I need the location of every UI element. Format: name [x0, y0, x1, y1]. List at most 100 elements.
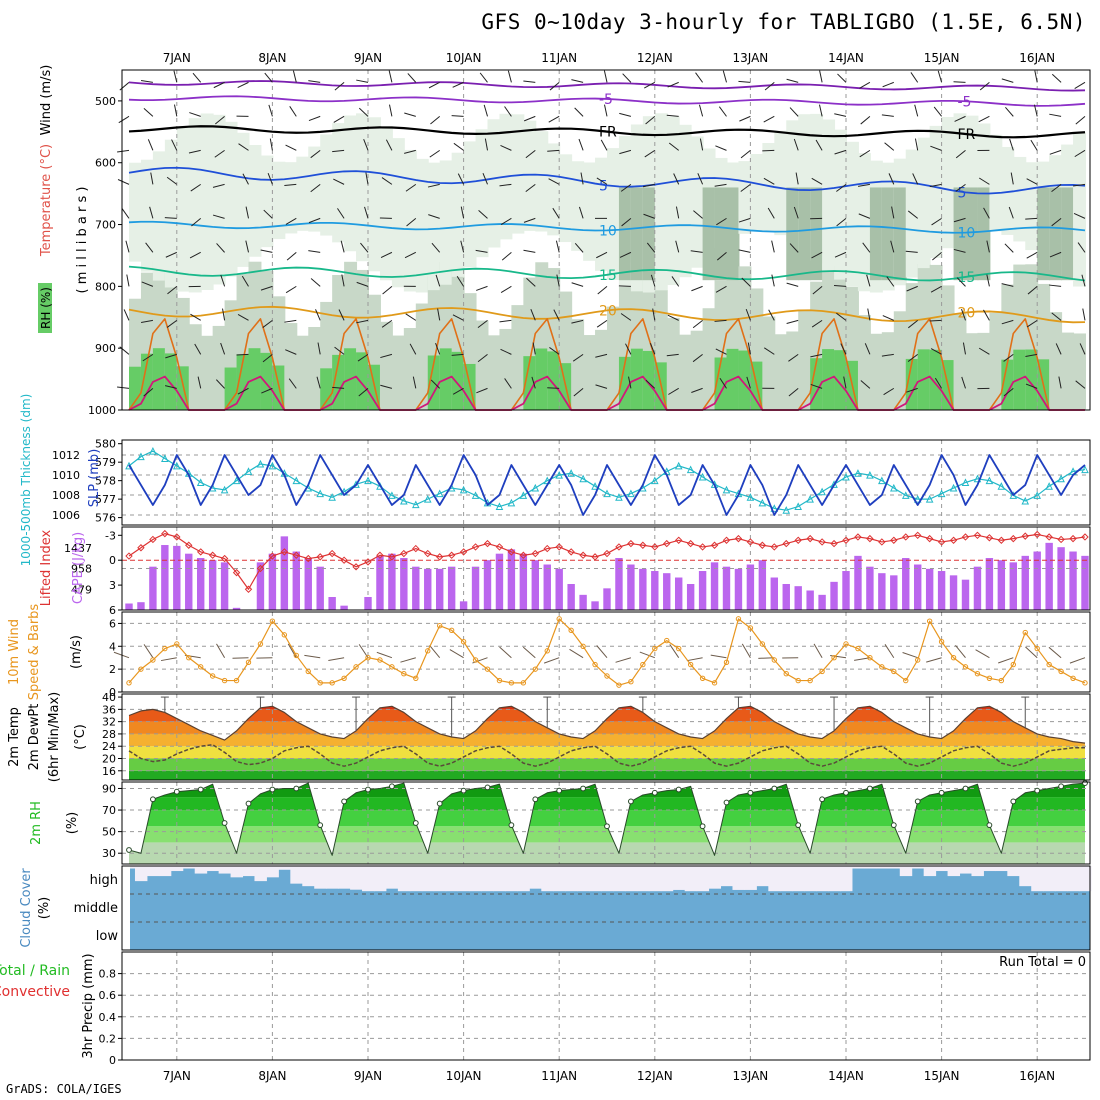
wind10-marker: [460, 639, 467, 645]
temp-contour-temp_fr: [128, 125, 1086, 139]
lifted-marker: [400, 549, 408, 558]
lifted-marker: [507, 548, 516, 556]
wind10-barb: [429, 645, 441, 659]
rh2m-marker: [460, 787, 467, 794]
cloud-high-clear: [409, 866, 423, 892]
rh2m-marker: [173, 788, 180, 795]
wind10-marker: [1082, 680, 1088, 686]
wind10-marker: [676, 645, 682, 652]
cape-bar: [471, 566, 480, 610]
wind10-marker: [174, 641, 180, 647]
rh-shade-mid: [368, 117, 381, 272]
rh-shade-mid: [176, 127, 190, 292]
wind-barb: [332, 149, 345, 153]
cape-bar: [256, 562, 265, 610]
cape-frame: [121, 526, 1091, 611]
wind-barb: [1010, 172, 1014, 185]
lifted-axis-label: Lifted Index: [39, 529, 54, 606]
wind-barb: [236, 353, 249, 356]
rh-shade-mid: [236, 132, 250, 267]
wind-barb: [308, 217, 321, 224]
wind10-barb: [113, 651, 130, 659]
wind-barb: [622, 73, 632, 83]
wind-barb: [668, 142, 680, 151]
temp-contour-label: 10: [599, 223, 617, 239]
thickness-marker: [961, 478, 970, 486]
wind-barb: [214, 149, 225, 158]
thickness-marker: [794, 502, 803, 511]
lifted-marker: [925, 534, 934, 543]
slp-axis-label: SLP (mb): [87, 449, 102, 508]
rh2m-tick-label: 50: [102, 826, 116, 839]
cloud-high-clear: [947, 866, 961, 877]
lifted-tick-label: 0: [109, 554, 116, 567]
cloud-high-clear: [314, 866, 327, 889]
rh2m-marker: [389, 783, 395, 790]
rh-shade-low: [798, 309, 812, 410]
wind-barb: [166, 319, 178, 328]
wind10-barb: [1069, 657, 1086, 664]
cape-bar: [340, 605, 348, 610]
rh-shade-mid: [666, 116, 680, 286]
wind-barb: [460, 240, 465, 253]
cloud-high-clear: [660, 866, 674, 892]
cloud-high-clear: [768, 866, 781, 892]
wind10-barb: [669, 644, 680, 658]
thickness-tick-label: 576: [95, 512, 116, 525]
thickness-marker: [854, 469, 862, 477]
wind-barb: [1001, 319, 1014, 325]
thickness-tick-label: 577: [95, 493, 116, 506]
wind-barb: [815, 139, 823, 151]
rh2m-marker: [341, 798, 348, 805]
wind-barb: [500, 217, 512, 226]
cloud-high-clear: [457, 866, 471, 892]
wind-barb: [1001, 78, 1014, 83]
cloud-high-clear: [577, 866, 590, 892]
rh-shade-mid: [475, 129, 489, 258]
lifted-marker: [196, 548, 205, 556]
wind-barb: [531, 376, 536, 389]
thickness-marker: [770, 504, 779, 512]
cape-bar: [985, 558, 994, 610]
rh-shade-mid: [1025, 162, 1039, 251]
wind-barb: [238, 143, 249, 151]
wind-barb: [220, 342, 226, 355]
cloud-high-clear: [158, 866, 172, 877]
wind-barb: [166, 176, 178, 185]
wind-barb: [220, 274, 226, 287]
thickness-marker: [352, 480, 360, 488]
wind-barb: [389, 104, 393, 117]
lifted-marker: [770, 543, 779, 551]
cape-bar: [734, 568, 743, 610]
wind-barb: [906, 285, 918, 292]
temp-contour-label: -5: [599, 92, 613, 108]
thickness-marker: [388, 491, 396, 499]
wind-barb: [556, 274, 560, 287]
wind-barb: [427, 183, 440, 188]
wind-barb: [811, 251, 823, 259]
lifted-marker: [364, 558, 372, 566]
wind-barb: [1008, 206, 1014, 219]
wind10-marker: [1010, 661, 1016, 668]
lifted-marker: [412, 544, 420, 553]
wind10-barb: [143, 644, 154, 658]
rh2m-marker: [365, 786, 371, 793]
wind-barb: [644, 81, 656, 89]
precip-tick-label: 0: [109, 1054, 116, 1067]
cape-bar: [842, 571, 850, 610]
wind-barb: [1049, 251, 1062, 258]
wind10-barb: [639, 651, 655, 659]
precip-frame: [121, 951, 1091, 1061]
rh-shade-mid: [583, 162, 597, 261]
cape-bar: [722, 566, 731, 610]
wind10-marker: [1058, 668, 1064, 675]
cloud-high-clear: [935, 866, 949, 872]
wind-barb: [746, 376, 751, 389]
slp-tick-label: 1008: [52, 489, 80, 502]
wind-barb: [740, 183, 751, 192]
wind-barb: [864, 343, 871, 355]
wind-barb: [523, 217, 536, 223]
rh-shade-low: [475, 320, 489, 410]
rh-shade-mid: [415, 158, 429, 293]
wind-barb: [1074, 81, 1086, 89]
